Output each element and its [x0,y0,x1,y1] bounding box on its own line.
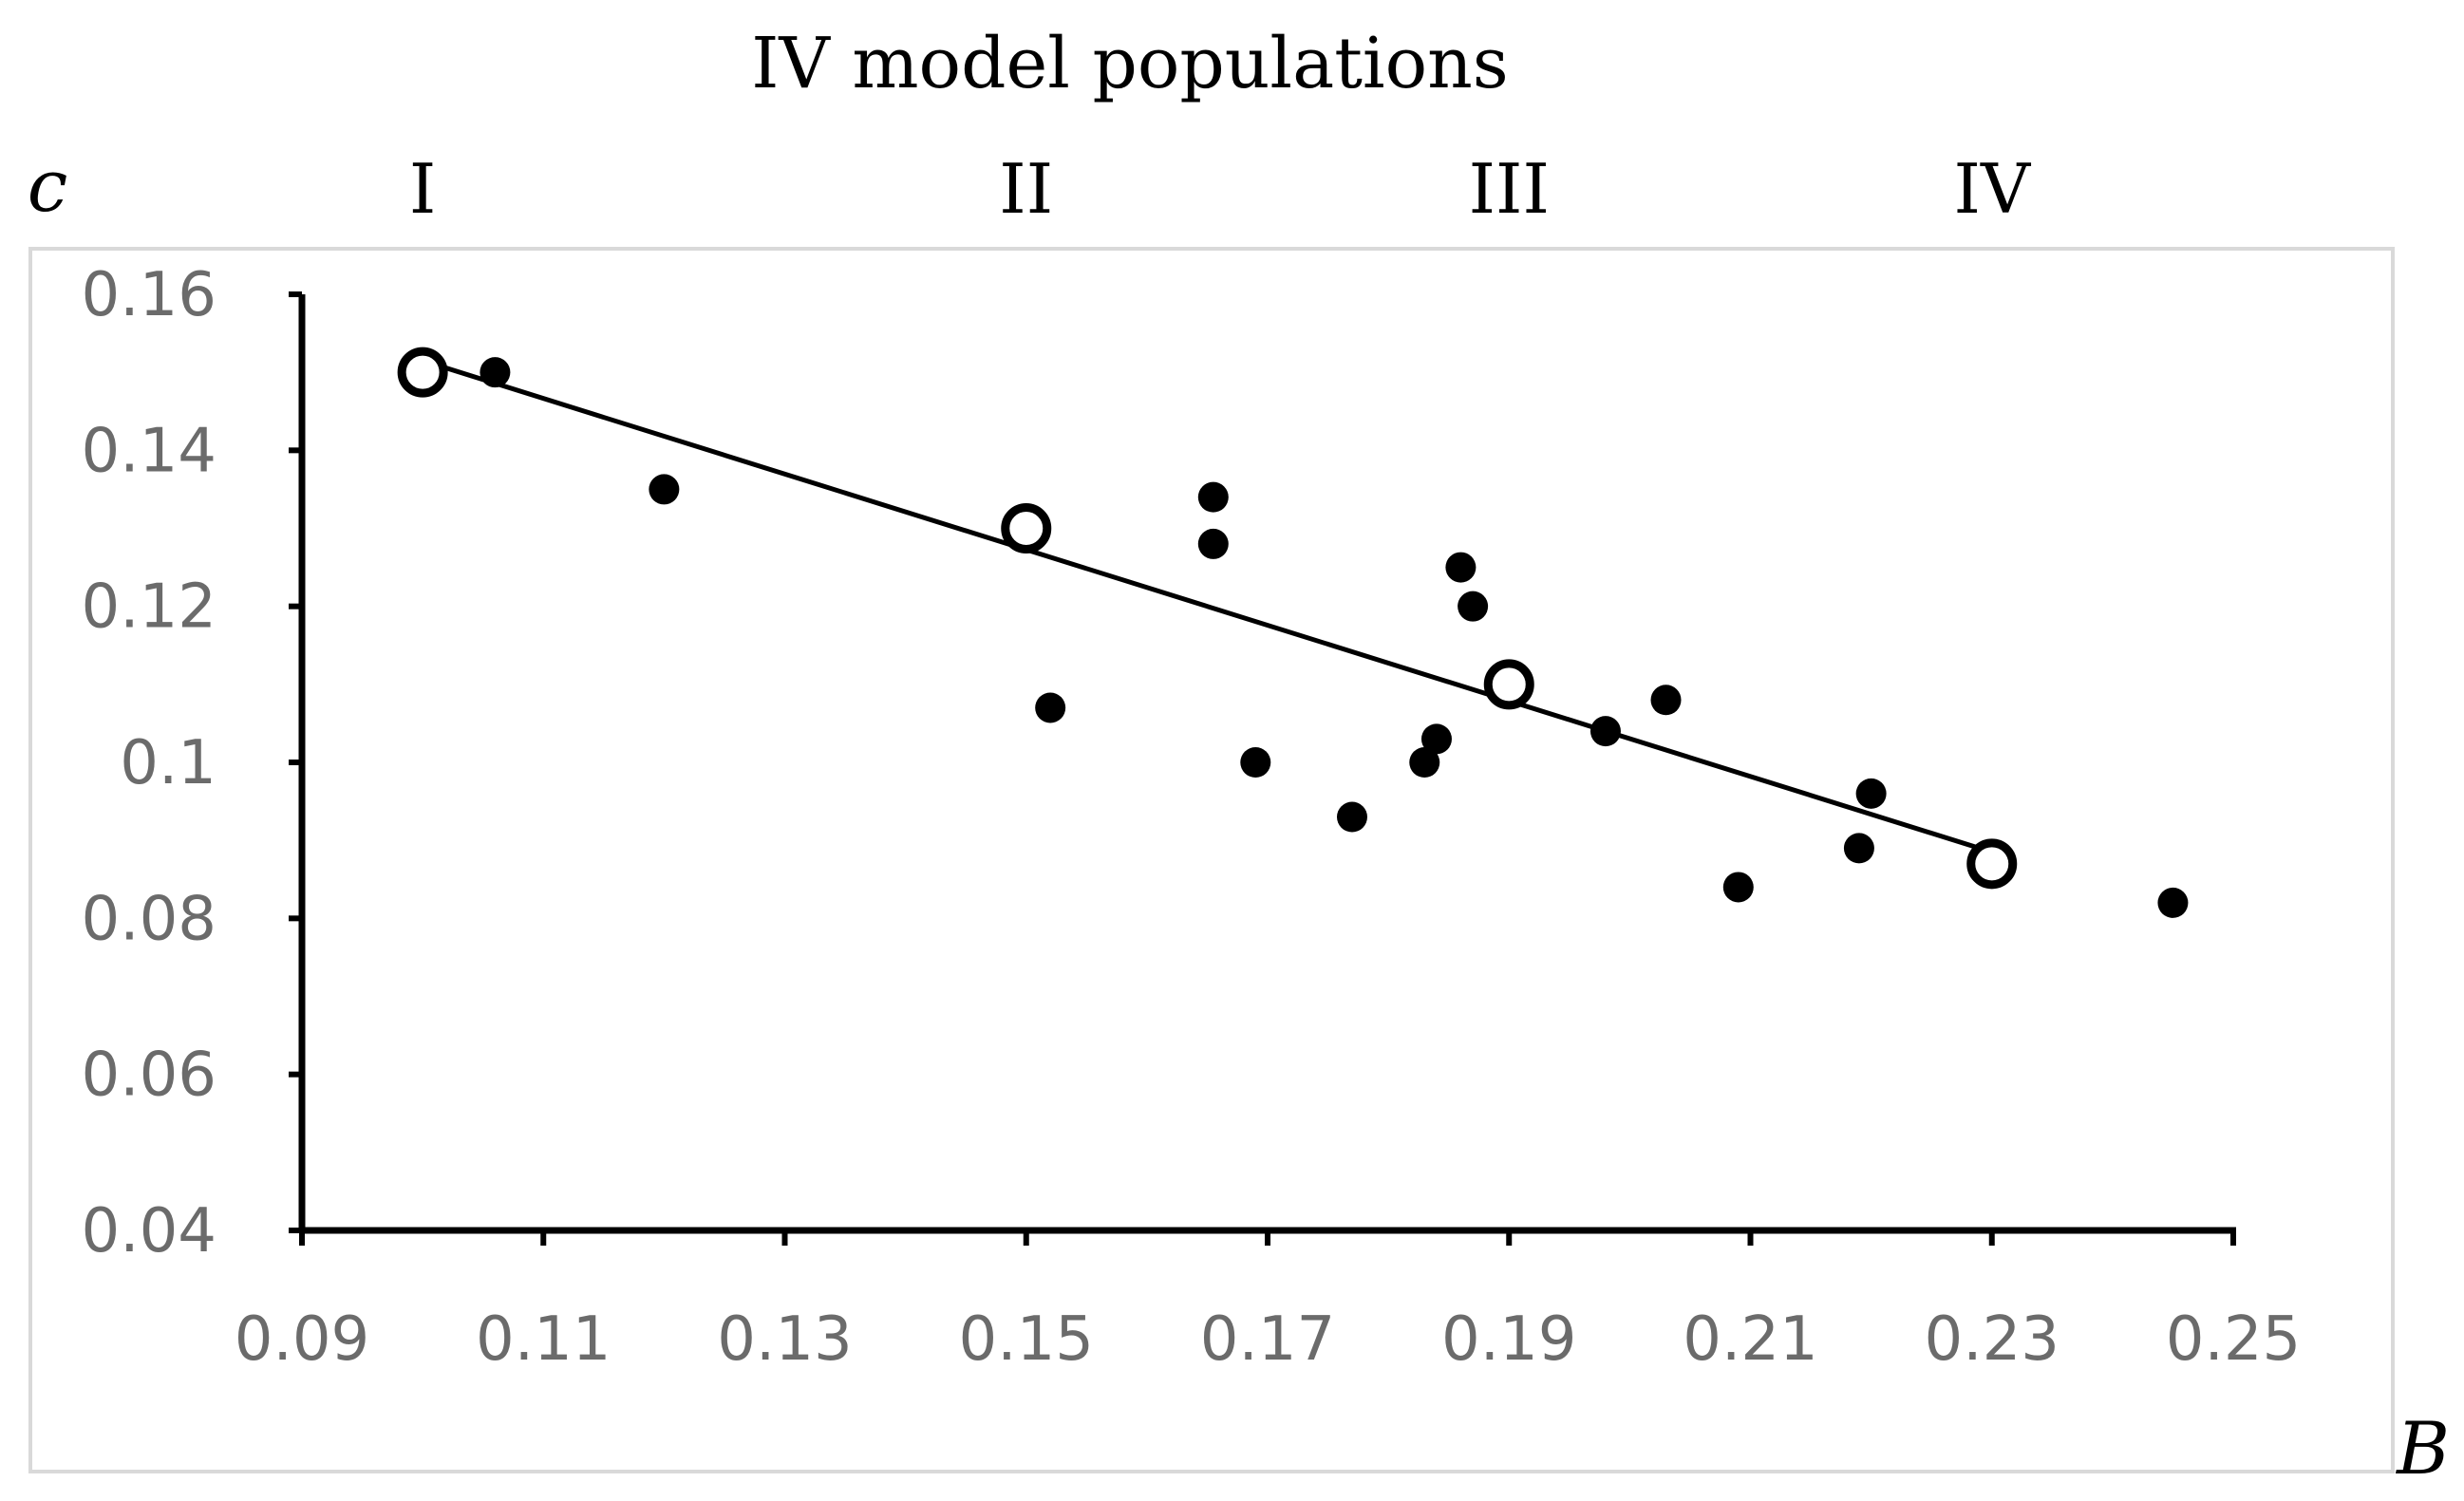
data-point [1197,481,1229,513]
data-point [1035,692,1066,723]
x-tick-label: 0.15 [959,1304,1095,1375]
model-population-point [1483,659,1534,710]
model-population-point [1966,838,2018,890]
data-point [1336,801,1367,833]
model-population-point [397,347,448,398]
data-point [649,474,680,505]
x-axis-label: B [2395,1406,2450,1491]
population-label: I [409,149,436,229]
trendline [422,358,1993,854]
data-point [480,357,511,388]
population-label: IV [1954,149,2032,229]
data-point [1409,747,1440,778]
population-label: II [999,149,1053,229]
x-tick-label: 0.23 [1925,1304,2060,1375]
y-tick-label: 0.04 [82,1196,217,1266]
chart-title: IV model populations [751,23,1509,104]
y-tick-label: 0.14 [82,416,217,486]
x-tick-label: 0.21 [1683,1304,1818,1375]
x-tick-label: 0.19 [1441,1304,1577,1375]
y-tick-label: 0.12 [82,572,217,643]
data-point [1420,723,1452,755]
data-point [1589,716,1621,747]
data-point [1240,747,1271,778]
data-point [1650,685,1682,716]
data-point [2157,887,2189,918]
x-tick-label: 0.17 [1200,1304,1336,1375]
x-tick-label: 0.25 [2166,1304,2302,1375]
y-tick-label: 0.06 [82,1041,217,1111]
x-tick-label: 0.09 [235,1304,370,1375]
data-point [1458,591,1489,622]
y-tick-label: 0.1 [120,728,216,798]
y-axis-label: c [28,143,68,228]
x-tick-label: 0.13 [717,1304,853,1375]
data-point [1843,833,1874,864]
data-point [1855,778,1887,809]
x-tick-label: 0.11 [476,1304,611,1375]
data-point [1445,552,1477,583]
y-tick-label: 0.08 [82,884,217,954]
model-population-point [1001,503,1052,553]
y-tick-label: 0.16 [82,260,217,330]
population-label: III [1469,149,1550,229]
chart-frame [28,247,2395,1473]
data-point [1197,528,1229,559]
data-point [1722,872,1754,903]
